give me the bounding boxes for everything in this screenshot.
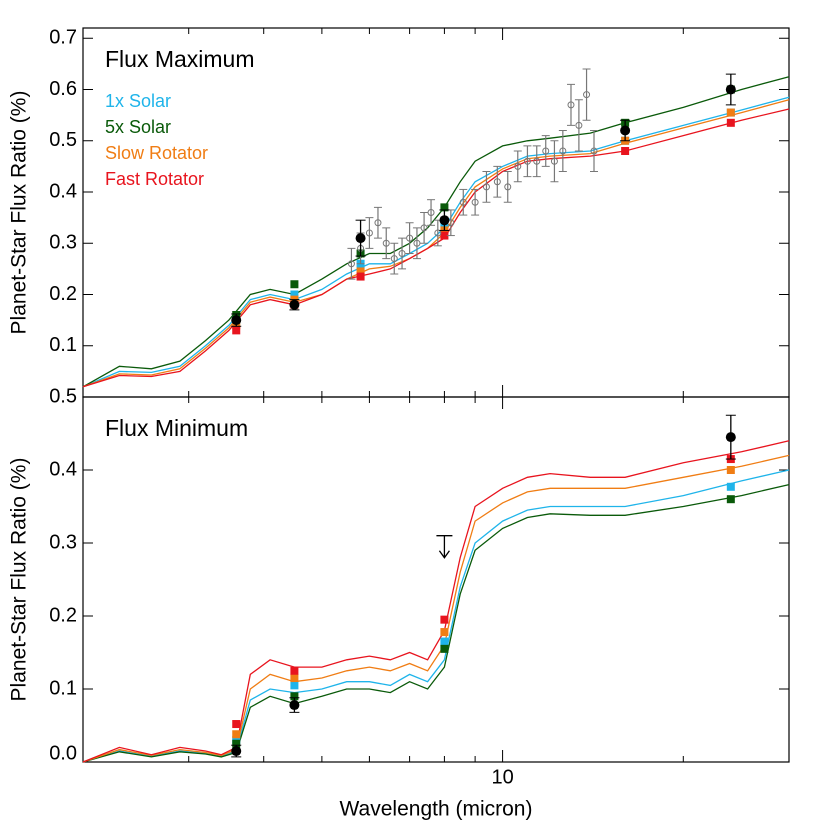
spectrum-point [459,198,467,206]
band-square [621,147,630,155]
observed-point [289,299,300,310]
spectrum-point [413,239,421,247]
y-tick-label: 0.2 [49,283,77,305]
band-square [440,628,449,637]
spectrum-point [406,234,414,242]
y-tick-label: 0.5 [49,129,77,151]
band-square [290,666,299,675]
spectrum-point [365,229,373,237]
spectrum-point [590,147,598,155]
band-square [290,280,299,289]
legend-entry: Slow Rotator [105,143,208,163]
observed-point [439,215,450,226]
band-square [290,290,299,299]
observed-point [231,315,242,326]
band-square [290,681,299,690]
spectrum-point [504,183,512,191]
x-tick-label: 10 [491,766,513,788]
band-square [440,231,449,240]
band-square [726,108,735,117]
y-tick-label: 0.6 [49,78,77,100]
upper-limit-arrow [438,535,450,559]
band-square [232,720,241,729]
legend-entry: 1x Solar [105,91,171,111]
band-square [726,466,735,474]
plot-frame [82,27,790,398]
y-tick-label: 0.5 [49,385,77,407]
spectrum-point [398,250,406,257]
spectrum-point [542,147,550,155]
spectrum-point [374,219,382,227]
spectrum-point [514,162,522,170]
y-axis-label: Planet-Star Flux Ratio (%) [8,458,31,702]
band-square [232,326,241,335]
panel-title: Flux Maximum [105,46,255,72]
y-tick-label: 0.3 [49,531,77,553]
band-square [440,203,449,212]
spectrum-point [567,101,575,109]
y-tick-label: 0.2 [49,604,77,626]
model-line [82,99,790,388]
legend-entry: Fast Rotator [105,169,204,189]
band-square [232,739,241,748]
model-line [82,454,790,763]
spectrum-point [427,209,435,216]
spectrum-point [382,239,390,247]
model-line [82,483,790,763]
y-tick-label: 0.1 [49,677,77,699]
spectrum-point [533,157,541,165]
band-square [440,637,449,646]
observed-point [725,432,736,443]
spectrum-point [482,183,490,191]
spectrum-point [347,260,355,268]
spectrum-point [575,121,583,129]
spectrum-point [390,255,398,263]
band-square [356,267,365,276]
model-line [82,469,790,763]
model-line [82,96,790,388]
observed-point [725,84,736,95]
band-square [726,118,735,127]
y-tick-label: 0.1 [49,334,77,356]
model-line [82,108,790,388]
y-tick-label: 0.3 [49,232,77,254]
y-axis-label: Planet-Star Flux Ratio (%) [8,91,31,335]
spectrum-point [493,178,501,186]
band-square [232,730,241,739]
band-square [726,495,735,504]
spectrum-point [420,224,428,232]
y-tick-label: 0.4 [49,180,77,202]
band-square [726,482,735,491]
spectrum-point [434,229,442,237]
observed-point [289,700,300,711]
band-square [356,272,365,281]
band-square [440,615,449,624]
spectrum-point [550,157,558,165]
y-tick-label: 0.4 [49,458,77,480]
observed-point [231,746,242,757]
x-axis-label: Wavelength (micron) [340,798,533,821]
y-tick-label: 0.7 [49,27,77,49]
spectrum-point [583,91,591,99]
model-line [82,76,790,388]
band-square [290,674,299,683]
legend-entry: 5x Solar [105,117,171,137]
y-tick-label: 0.0 [49,742,77,764]
band-square [290,692,299,701]
spectrum-point [471,198,479,206]
spectrum-point [559,147,567,155]
panel-title: Flux Minimum [105,415,248,441]
model-line [82,440,790,763]
spectrum-point [523,157,531,165]
observed-point [355,233,366,244]
plot-frame [82,396,790,763]
observed-point [620,125,631,136]
band-square [440,644,449,653]
